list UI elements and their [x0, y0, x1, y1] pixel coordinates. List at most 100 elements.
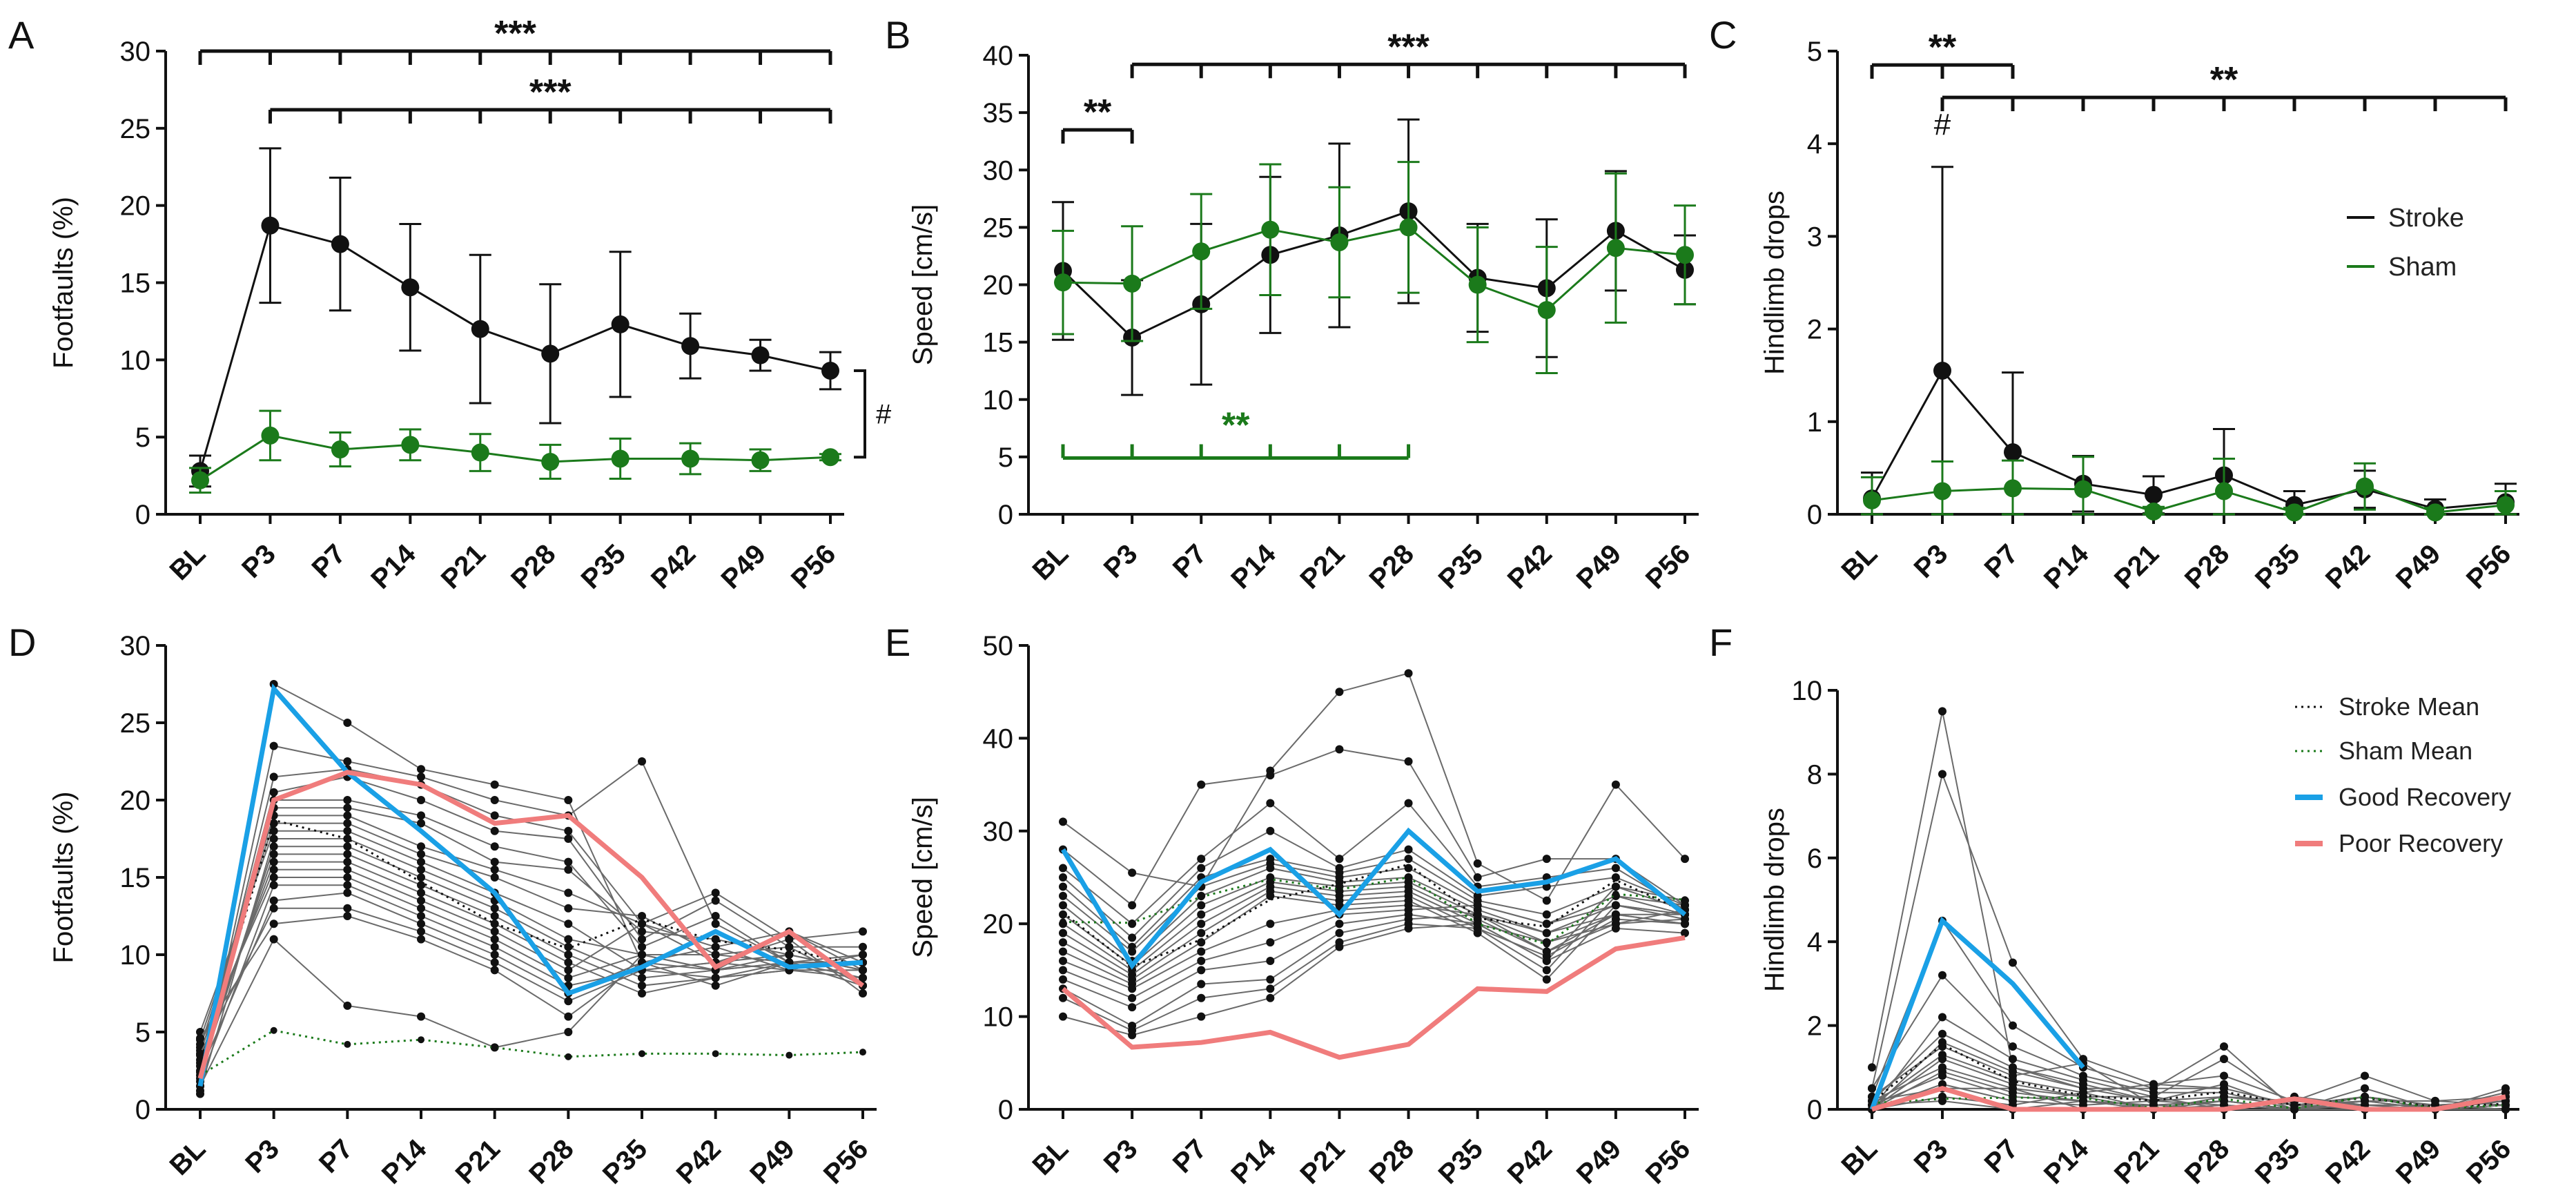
individual-point: [417, 819, 425, 828]
y-tick-label: 0: [1807, 1095, 1822, 1125]
individual-point: [1938, 707, 1946, 716]
individual-point: [2009, 958, 2017, 967]
individual-point: [1404, 864, 1413, 873]
sham-mean-point: [1336, 886, 1343, 893]
individual-point: [269, 850, 278, 859]
individual-point: [1473, 873, 1482, 882]
individual-point: [2220, 1055, 2228, 1064]
individual-point: [638, 919, 646, 928]
series-sham: [189, 409, 841, 494]
individual-point: [1335, 855, 1344, 864]
data-point: [2215, 482, 2233, 500]
series-sham: [1052, 161, 1696, 375]
individual-point: [269, 857, 278, 866]
individual-point: [1542, 966, 1551, 975]
individual-point: [417, 888, 425, 897]
individual-point: [1611, 780, 1620, 789]
individual-point: [1197, 864, 1206, 873]
individual-point: [417, 935, 425, 944]
individual-point: [859, 927, 867, 936]
data-point: [331, 235, 349, 253]
individual-point: [564, 997, 573, 1006]
individual-point: [2361, 1071, 2369, 1080]
individual-point: [1197, 855, 1206, 864]
series-poor-recovery: [1871, 1086, 2506, 1112]
data-point: [1054, 273, 1072, 292]
individual-point: [564, 865, 573, 874]
individual-line: [1062, 918, 1686, 1031]
individual-point: [1938, 1071, 1946, 1080]
individual-point: [1059, 966, 1067, 975]
y-tick-label: 30: [983, 155, 1014, 186]
individual-point: [417, 912, 425, 920]
individual-point: [1197, 956, 1206, 965]
y-tick-label: 20: [983, 909, 1014, 940]
series-poor-recovery: [1061, 935, 1686, 1060]
individual-point: [417, 857, 425, 866]
individual-line: [199, 768, 863, 1079]
individual-line: [199, 884, 863, 1082]
individual-point: [1059, 817, 1067, 826]
individual-point: [1404, 757, 1413, 766]
series-line: [1062, 210, 1686, 339]
significance-bracket: ***: [268, 72, 832, 124]
individual-point: [1128, 868, 1137, 877]
data-point: [541, 452, 560, 471]
individual-point: [417, 850, 425, 859]
individual-point: [1611, 882, 1620, 891]
individual-point: [564, 835, 573, 843]
individual-point: [343, 912, 352, 920]
individual-point: [196, 1033, 204, 1042]
individual-point: [490, 842, 499, 851]
y-tick-label: 10: [1792, 676, 1823, 706]
data-point: [2426, 503, 2444, 522]
individual-line: [1062, 923, 1686, 1036]
individual-point: [490, 873, 499, 882]
individual-point: [564, 857, 573, 866]
data-point: [2145, 485, 2163, 504]
data-point: [1330, 233, 1349, 251]
data-point: [401, 278, 420, 297]
individual-line: [1062, 748, 1686, 906]
individual-point: [1266, 956, 1275, 965]
individual-point: [638, 942, 646, 951]
individual-point: [196, 1040, 204, 1049]
individual-point: [2361, 1084, 2369, 1093]
significance-label: **: [2210, 60, 2238, 100]
individual-point: [417, 765, 425, 774]
individual-point: [2149, 1080, 2158, 1089]
y-axis-label: Hindlimb drops: [1759, 191, 1790, 375]
individual-point: [1266, 826, 1275, 835]
legend-top: Stroke Sham: [2347, 204, 2464, 282]
y-tick-label: 2: [1807, 315, 1822, 345]
data-point: [1537, 301, 1556, 320]
y-tick-label: 0: [998, 500, 1013, 530]
individual-point: [490, 942, 499, 951]
significance-label: ***: [1387, 27, 1430, 67]
individual-point: [785, 935, 794, 944]
individual-point: [2009, 1042, 2017, 1051]
individual-point: [785, 951, 794, 959]
individual-line: [1062, 830, 1686, 939]
data-point: [191, 471, 209, 489]
individual-point: [1868, 1063, 1876, 1072]
individual-line: [1062, 876, 1686, 966]
individual-point: [564, 935, 573, 944]
sham-mean-point: [2221, 1095, 2227, 1102]
individual-point: [638, 973, 646, 982]
y-tick-label: 15: [120, 269, 151, 299]
individual-point: [564, 904, 573, 913]
sham-mean-point: [565, 1053, 572, 1060]
individual-point: [1128, 1003, 1137, 1012]
individual-point: [417, 927, 425, 936]
individual-point: [1059, 910, 1067, 919]
individual-line: [1062, 913, 1685, 1027]
data-point: [1863, 491, 1881, 509]
side-bracket-label: #: [876, 400, 892, 430]
sham-mean-point: [2009, 1094, 2016, 1102]
significance-bracket: **: [1870, 28, 2015, 79]
individual-point: [1128, 947, 1137, 956]
sham-mean-point: [2080, 1094, 2087, 1102]
